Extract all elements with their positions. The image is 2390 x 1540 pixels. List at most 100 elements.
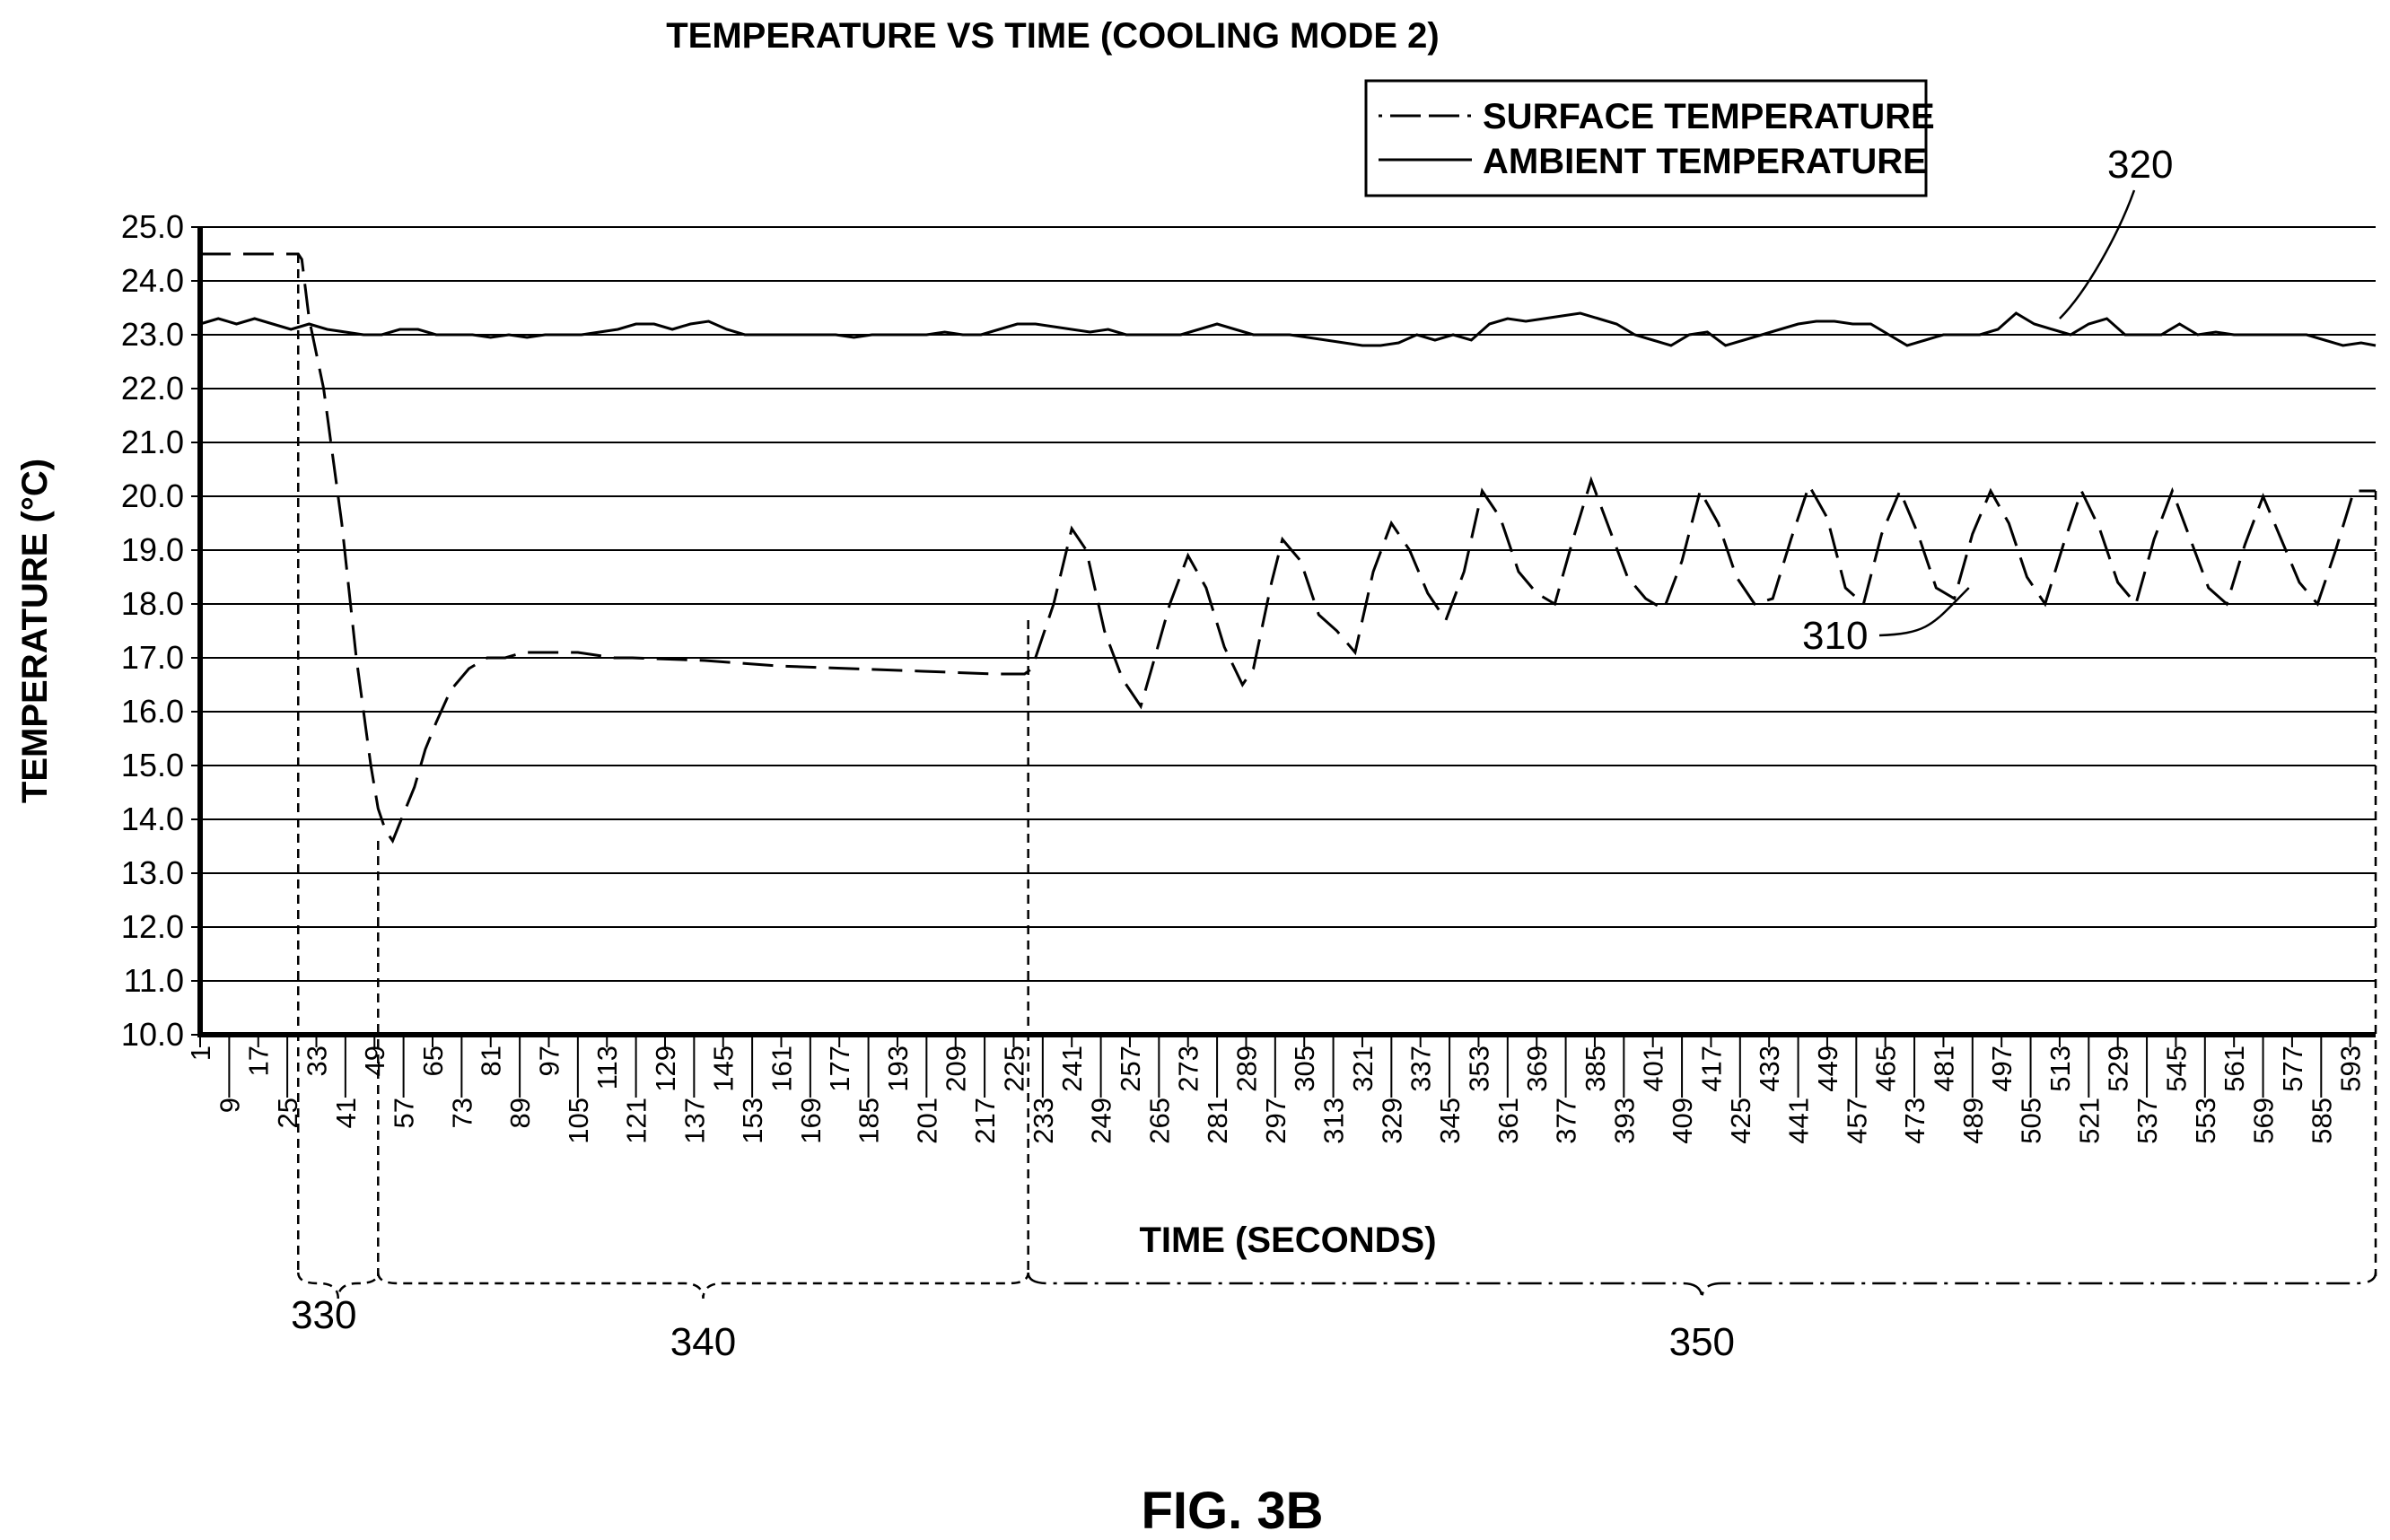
legend-label-surface: SURFACE TEMPERATURE — [1483, 97, 1935, 136]
x-tick-label: 393 — [1608, 1098, 1640, 1144]
grid-lines — [200, 226, 2376, 1036]
x-tick-label: 201 — [911, 1098, 942, 1144]
x-tick-label: 313 — [1318, 1098, 1350, 1144]
x-tick-label: 561 — [2219, 1046, 2250, 1092]
x-tick-label: 345 — [1434, 1098, 1466, 1144]
legend-label-ambient: AMBIENT TEMPERATURE — [1483, 142, 1927, 181]
x-tick-label: 337 — [1405, 1046, 1437, 1092]
x-tick-label: 145 — [708, 1046, 740, 1092]
x-tick-label: 241 — [1056, 1046, 1088, 1092]
chart-title: TEMPERATURE VS TIME (COOLING MODE 2) — [666, 16, 1440, 56]
x-tick-label: 569 — [2248, 1098, 2280, 1144]
annotation-label-320: 320 — [2107, 143, 2173, 187]
x-tick-label: 33 — [301, 1046, 332, 1076]
y-tick-label: 20.0 — [121, 477, 184, 514]
annotation-leader-320 — [2059, 189, 2136, 319]
phase-layer: 330 340 350 — [291, 254, 2377, 1364]
y-tick-label: 11.0 — [124, 962, 184, 999]
x-tick-label: 169 — [795, 1098, 827, 1144]
x-tick-label: 489 — [1957, 1098, 1989, 1144]
x-axis-label: TIME (SECONDS) — [1139, 1221, 1436, 1260]
x-tick-label: 321 — [1347, 1046, 1379, 1092]
x-tick-label: 41 — [330, 1098, 362, 1128]
x-tick-label: 193 — [882, 1046, 914, 1092]
x-tick-label: 585 — [2306, 1098, 2337, 1144]
x-tick-label: 217 — [969, 1098, 1001, 1144]
x-tick-label: 401 — [1638, 1046, 1669, 1092]
x-tick-label: 577 — [2277, 1046, 2308, 1092]
y-tick-label: 25.0 — [121, 208, 184, 245]
x-tick-label: 457 — [1841, 1098, 1872, 1144]
x-tick-label: 137 — [678, 1098, 710, 1144]
x-tick-label: 409 — [1667, 1098, 1698, 1144]
y-tick-label: 18.0 — [121, 585, 184, 622]
annotation-label-310: 310 — [1802, 614, 1868, 658]
x-tick-label: 593 — [2335, 1046, 2367, 1092]
x-tick-label: 249 — [1086, 1098, 1117, 1144]
y-tick-label: 13.0 — [121, 854, 184, 891]
y-tick-label: 17.0 — [121, 639, 184, 676]
x-tick-label: 545 — [2160, 1046, 2192, 1092]
x-tick-label: 481 — [1928, 1046, 1959, 1092]
series-line-surface-temperature — [200, 252, 2376, 844]
x-tick-label: 553 — [2190, 1098, 2221, 1144]
y-tick-label: 14.0 — [121, 801, 184, 837]
x-tick-label: 153 — [737, 1098, 768, 1144]
x-tick-label: 361 — [1493, 1098, 1524, 1144]
x-tick-label: 121 — [621, 1098, 652, 1144]
x-tick-label: 57 — [389, 1098, 420, 1128]
x-tick-label: 377 — [1551, 1098, 1582, 1144]
y-tick-label: 19.0 — [121, 531, 184, 568]
series-layer — [199, 252, 2377, 844]
x-tick-label: 433 — [1754, 1046, 1785, 1092]
x-tick-label: 113 — [591, 1046, 623, 1089]
x-tick-label: 281 — [1202, 1098, 1233, 1144]
x-tick-label: 505 — [2016, 1098, 2047, 1144]
x-tick-label: 129 — [650, 1046, 681, 1092]
x-tick-label: 185 — [854, 1098, 885, 1144]
x-tick-label: 425 — [1725, 1098, 1756, 1144]
x-tick-label: 329 — [1376, 1098, 1407, 1144]
legend: SURFACE TEMPERATURE AMBIENT TEMPERATURE — [1364, 79, 1935, 197]
x-tick-label: 305 — [1289, 1046, 1320, 1092]
x-tick-label: 9 — [214, 1098, 245, 1113]
x-tick-label: 265 — [1143, 1098, 1175, 1144]
phase-label-350: 350 — [1669, 1320, 1735, 1364]
y-tick-label: 10.0 — [121, 1016, 184, 1053]
x-tick-label: 529 — [2103, 1046, 2134, 1092]
phase-label-340: 340 — [670, 1320, 736, 1364]
x-tick-label: 449 — [1812, 1046, 1843, 1092]
x-tick-label: 385 — [1580, 1046, 1611, 1092]
phase-brace-340 — [377, 1272, 1029, 1299]
y-axis-ticks: 10.0 11.0 12.0 13.0 14.0 15.0 16.0 17.0 18.0 19.0… — [121, 208, 200, 1053]
x-axis-ticks: 1917253341495765738189971051131211291371… — [185, 1035, 2367, 1144]
x-tick-label: 513 — [2044, 1046, 2076, 1092]
x-tick-label: 417 — [1695, 1046, 1727, 1092]
x-tick-label: 225 — [998, 1046, 1029, 1092]
x-tick-label: 97 — [533, 1046, 565, 1076]
phase-brace-330 — [297, 1272, 380, 1299]
x-tick-label: 521 — [2073, 1098, 2105, 1144]
y-tick-label: 15.0 — [121, 747, 184, 783]
x-tick-label: 65 — [417, 1046, 449, 1076]
y-tick-label: 12.0 — [121, 908, 184, 945]
annotation-leader-310 — [1878, 587, 1970, 637]
x-tick-label: 177 — [824, 1046, 855, 1092]
x-tick-label: 209 — [941, 1046, 972, 1092]
series-line-ambient-temperature — [199, 311, 2377, 347]
x-tick-label: 369 — [1521, 1046, 1553, 1092]
y-tick-label: 22.0 — [121, 370, 184, 407]
y-tick-label: 21.0 — [121, 424, 184, 460]
y-axis-label: TEMPERATURE (°C) — [15, 459, 55, 803]
x-tick-label: 161 — [766, 1046, 797, 1092]
x-tick-label: 441 — [1783, 1098, 1815, 1144]
x-tick-label: 497 — [1986, 1046, 2018, 1092]
phase-brace-350 — [1027, 1272, 2377, 1299]
phase-label-330: 330 — [291, 1293, 356, 1337]
x-tick-label: 1 — [185, 1046, 216, 1061]
x-tick-label: 17 — [243, 1046, 275, 1076]
x-tick-label: 105 — [563, 1098, 594, 1144]
x-tick-label: 49 — [359, 1046, 390, 1076]
legend-box — [1364, 79, 1928, 197]
